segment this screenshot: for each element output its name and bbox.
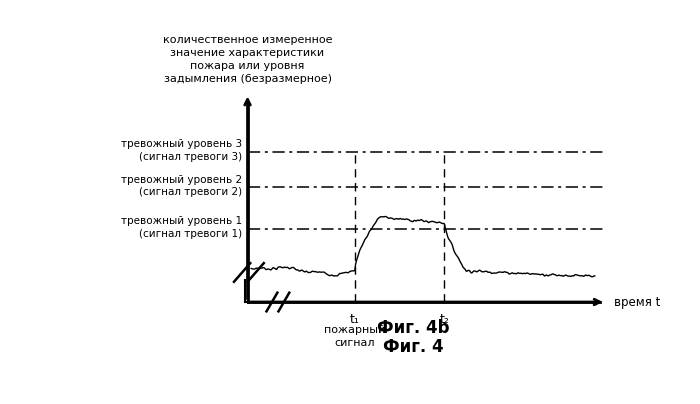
Text: t₂: t₂: [440, 313, 449, 326]
Text: Фиг. 4: Фиг. 4: [383, 338, 443, 356]
Text: количественное измеренное
значение характеристики
пожара или уровня
задымления (: количественное измеренное значение харак…: [163, 35, 332, 84]
Text: пожарный
сигнал: пожарный сигнал: [324, 325, 386, 348]
Text: тревожный уровень 1
(сигнал тревоги 1): тревожный уровень 1 (сигнал тревоги 1): [121, 216, 242, 239]
Text: t₁: t₁: [350, 313, 360, 326]
Text: время t: время t: [614, 295, 660, 309]
Text: тревожный уровень 2
(сигнал тревоги 2): тревожный уровень 2 (сигнал тревоги 2): [121, 175, 242, 197]
Text: тревожный уровень 3
(сигнал тревоги 3): тревожный уровень 3 (сигнал тревоги 3): [121, 139, 242, 162]
Text: Фиг. 4b: Фиг. 4b: [377, 320, 449, 337]
